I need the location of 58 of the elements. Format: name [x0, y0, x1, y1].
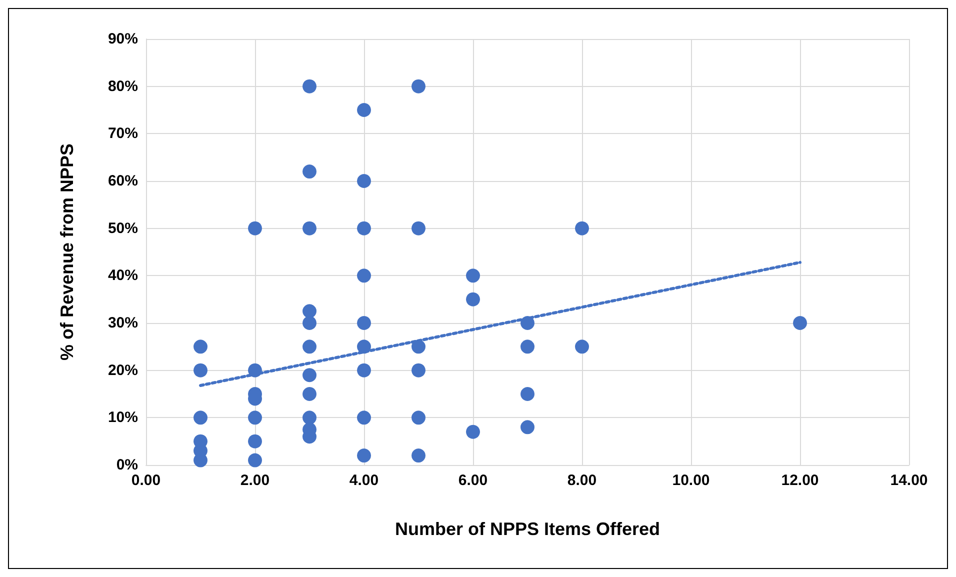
point [357, 316, 371, 330]
y-tick-label: 70% [108, 125, 138, 142]
point [412, 79, 426, 94]
point [466, 424, 480, 439]
y-tick-label: 90% [108, 30, 138, 48]
point [194, 363, 208, 378]
point [248, 221, 262, 236]
x-tick-label: 8.00 [567, 472, 597, 489]
point [302, 164, 316, 179]
y-axis-title: % of Revenue from NPPS [57, 143, 77, 361]
point [302, 221, 316, 236]
point [357, 221, 371, 236]
point [412, 410, 426, 425]
point [302, 368, 316, 382]
point [357, 410, 371, 425]
point [575, 340, 589, 354]
point [248, 453, 262, 468]
point [793, 316, 807, 330]
point [357, 174, 371, 188]
x-axis-title: Number of NPPS Items Offered [394, 519, 660, 539]
point [412, 221, 426, 236]
point [357, 268, 371, 283]
point [302, 340, 316, 354]
point [248, 410, 262, 425]
y-tick-label: 20% [108, 362, 138, 379]
point [520, 387, 534, 401]
point [194, 340, 208, 354]
point [357, 363, 371, 378]
y-tick-label: 60% [108, 172, 138, 190]
point [302, 410, 316, 425]
point [194, 410, 208, 425]
point [302, 316, 316, 330]
point [248, 434, 262, 448]
point [357, 103, 371, 117]
x-tick-label: 2.00 [240, 472, 270, 489]
point [575, 221, 589, 236]
point [412, 363, 426, 378]
y-tick-label: 30% [108, 314, 138, 332]
x-tick-label: 6.00 [458, 472, 488, 489]
point [302, 79, 316, 94]
point [466, 292, 480, 306]
y-tick-label: 10% [108, 409, 138, 426]
x-tick-label: 0.00 [131, 472, 161, 489]
point [357, 448, 371, 463]
y-tick-label: 40% [108, 267, 138, 284]
y-tick-label: 80% [108, 78, 138, 95]
point [520, 420, 534, 434]
x-tick-label: 14.00 [890, 472, 928, 489]
x-tick-label: 4.00 [349, 472, 379, 489]
x-tick-label: 12.00 [781, 472, 819, 489]
x-tick-label: 10.00 [672, 472, 710, 489]
point [466, 268, 480, 283]
y-tick-label: 50% [108, 220, 138, 237]
y-tick-label: 0% [116, 456, 138, 474]
point [302, 304, 316, 318]
point [302, 387, 316, 401]
point [412, 448, 426, 463]
point [520, 340, 534, 354]
